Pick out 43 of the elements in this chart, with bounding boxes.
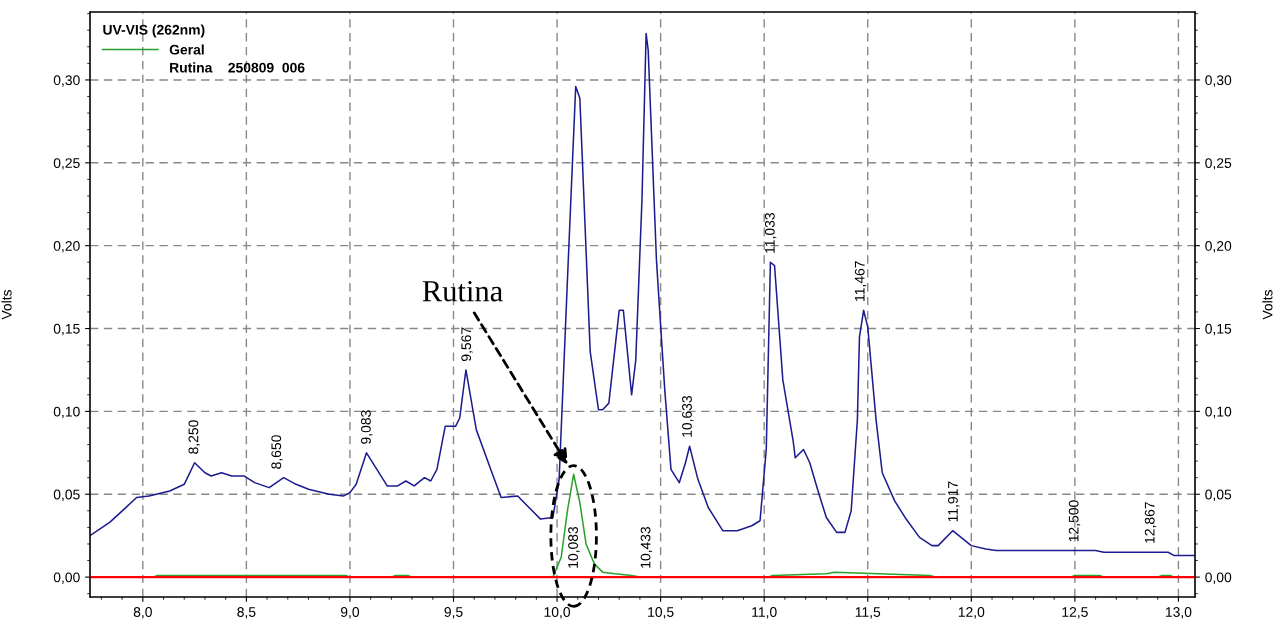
y2-tick-label: 0,05 bbox=[1205, 489, 1232, 502]
annotation: Rutina 250809 006 bbox=[170, 62, 305, 73]
y-tick-label: 0,00 bbox=[53, 572, 80, 584]
annotation: 10,083 bbox=[568, 526, 580, 568]
annotation: 9,567 bbox=[461, 327, 473, 361]
annotation: Rutina bbox=[422, 280, 503, 302]
y-tick-label: 0,20 bbox=[53, 241, 80, 253]
x-tick-label: 10,5 bbox=[648, 607, 674, 619]
x-tick-label: 8,5 bbox=[237, 607, 256, 619]
annotation: 11,917 bbox=[948, 481, 960, 522]
x-tick-label: 9,0 bbox=[340, 607, 360, 619]
x-tick-label: 11,5 bbox=[855, 607, 881, 619]
x-tick-label: 10,0 bbox=[544, 607, 571, 619]
legend-title: UV-VIS (262nm) bbox=[103, 24, 205, 38]
annotation: 8,250 bbox=[188, 420, 200, 454]
y2-axis-title: Volts bbox=[1262, 289, 1273, 320]
x-tick-label: 9,5 bbox=[444, 607, 463, 619]
y-tick-label: 0,25 bbox=[53, 158, 80, 170]
x-tick-label: 8,0 bbox=[133, 607, 152, 619]
y2-tick-label: 0,30 bbox=[1205, 75, 1232, 87]
annotation: 12,867 bbox=[1144, 502, 1157, 543]
y-tick-label: 0,10 bbox=[53, 406, 80, 419]
annotation: 9,083 bbox=[361, 410, 373, 444]
x-tick-label: 13,0 bbox=[1165, 607, 1192, 619]
x-tick-label: 12,0 bbox=[958, 607, 985, 619]
annotation: 10,433 bbox=[640, 526, 653, 568]
y2-tick-label: 0,10 bbox=[1205, 406, 1232, 419]
y-tick-label: 0,05 bbox=[53, 489, 80, 502]
y2-tick-label: 0,20 bbox=[1205, 241, 1232, 253]
annotation: 11,033 bbox=[764, 213, 777, 253]
y-tick-label: 0,30 bbox=[53, 75, 80, 87]
y-tick-label: 0,15 bbox=[53, 323, 80, 336]
y2-tick-label: 0,00 bbox=[1205, 572, 1232, 584]
y2-tick-label: 0,25 bbox=[1205, 158, 1232, 170]
y-axis-title: Volts bbox=[1, 289, 12, 320]
x-tick-label: 12,5 bbox=[1062, 607, 1088, 619]
x-tick-label: 11,0 bbox=[752, 607, 777, 619]
annotation: 8,650 bbox=[271, 435, 283, 469]
y2-tick-label: 0,15 bbox=[1205, 323, 1232, 336]
legend-label: Geral bbox=[169, 44, 204, 55]
annotation: 12,500 bbox=[1068, 500, 1081, 542]
annotation: 11,467 bbox=[854, 261, 867, 301]
annotation: 10,633 bbox=[682, 395, 694, 437]
